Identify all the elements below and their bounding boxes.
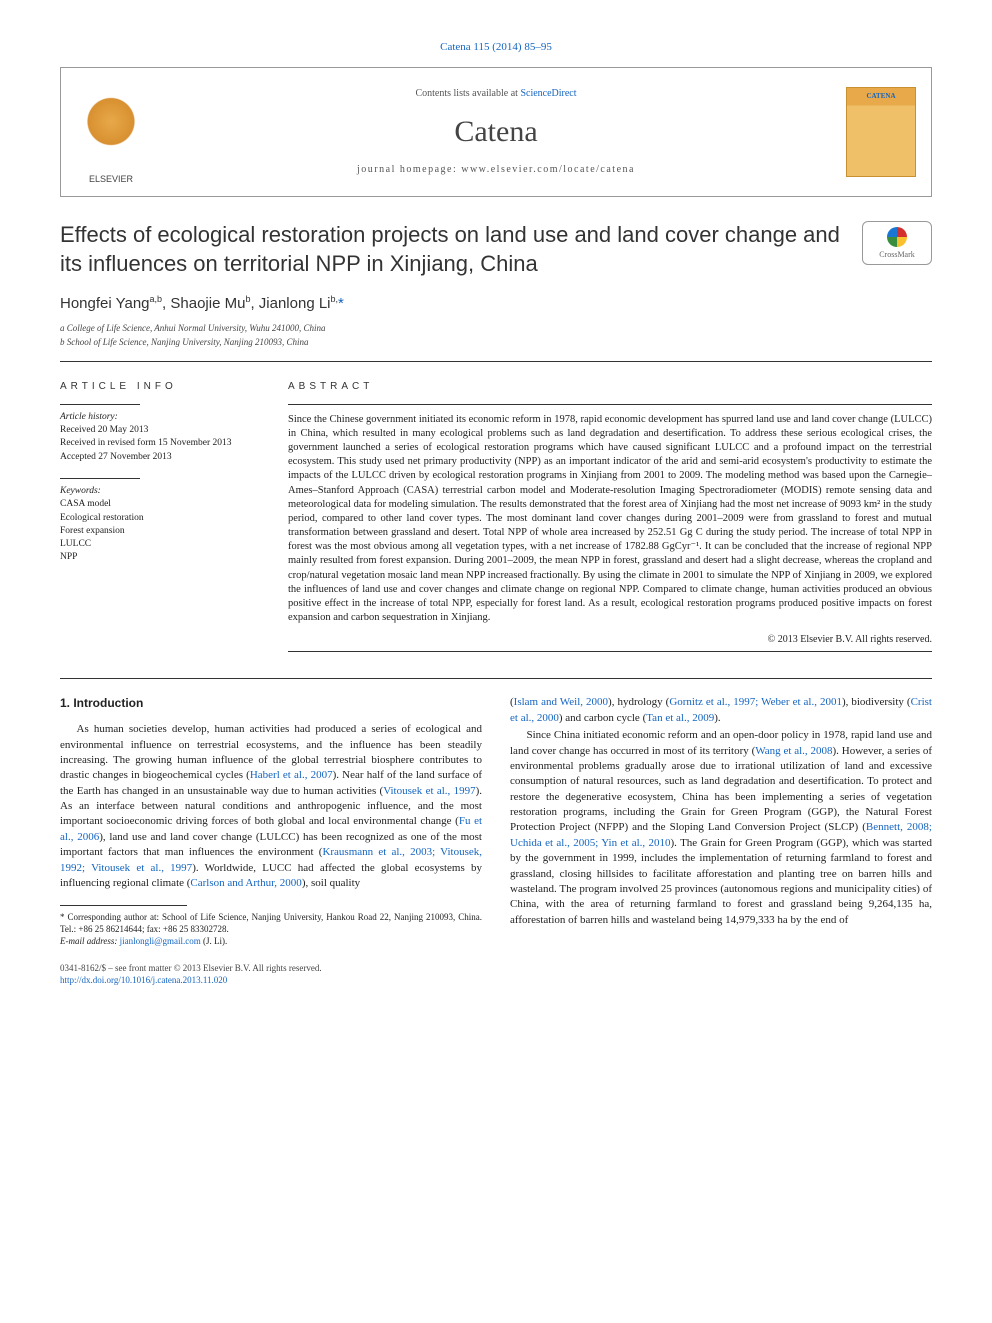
author-line: Hongfei Yanga,b, Shaojie Mub, Jianlong L… <box>60 293 932 314</box>
body-paragraph: As human societies develop, human activi… <box>60 722 482 891</box>
keyword: NPP <box>60 552 77 562</box>
history-label: Article history: <box>60 412 118 422</box>
running-citation: Catena 115 (2014) 85–95 <box>60 40 932 55</box>
journal-cover-right: CATENA <box>831 68 931 196</box>
article-info-column: article info Article history: Received 2… <box>60 380 260 661</box>
affil-b: b School of Life Science, Nanjing Univer… <box>60 336 932 349</box>
author-3-affil: b, <box>331 294 339 304</box>
keyword: Forest expansion <box>60 526 125 536</box>
paper-title: Effects of ecological restoration projec… <box>60 221 846 278</box>
keyword: LULCC <box>60 539 91 549</box>
keywords-block: Keywords: CASA model Ecological restorat… <box>60 485 260 565</box>
body-col-left: 1. Introduction As human societies devel… <box>60 695 482 986</box>
text-run: ), biodiversity ( <box>842 696 911 708</box>
body-paragraph: Since China initiated economic reform an… <box>510 728 932 928</box>
author-2: , Shaojie Mu <box>162 295 245 312</box>
publisher-logo-left <box>61 68 161 196</box>
body-columns: 1. Introduction As human societies devel… <box>60 695 932 986</box>
ref-link[interactable]: Vitousek et al., 1997 <box>383 785 475 797</box>
sciencedirect-link[interactable]: ScienceDirect <box>520 88 576 99</box>
text-run: ). The Grain for Green Program (GGP), wh… <box>510 837 932 926</box>
journal-cover: CATENA <box>846 87 916 177</box>
journal-homepage: journal homepage: www.elsevier.com/locat… <box>357 163 635 177</box>
ref-link[interactable]: Tan et al., 2009 <box>646 712 714 724</box>
revised-date: Received in revised form 15 November 201… <box>60 438 231 448</box>
keywords-label: Keywords: <box>60 486 101 496</box>
journal-header: Contents lists available at ScienceDirec… <box>60 67 932 197</box>
journal-name: Catena <box>454 111 537 153</box>
abstract-column: abstract Since the Chinese government in… <box>288 380 932 661</box>
author-1-affil: a,b <box>150 294 163 304</box>
affiliations: a College of Life Science, Anhui Normal … <box>60 322 932 349</box>
text-run: ), soil quality <box>302 877 360 889</box>
doi-link[interactable]: http://dx.doi.org/10.1016/j.catena.2013.… <box>60 975 227 985</box>
author-3: , Jianlong Li <box>250 295 330 312</box>
abstract-copyright: © 2013 Elsevier B.V. All rights reserved… <box>288 633 932 647</box>
ref-link[interactable]: Wang et al., 2008 <box>755 745 832 757</box>
received-date: Received 20 May 2013 <box>60 425 148 435</box>
text-run: ), hydrology ( <box>608 696 669 708</box>
corresponding-star[interactable]: * <box>338 295 344 312</box>
email-label: E-mail address: <box>60 936 120 946</box>
ref-link[interactable]: Carlson and Arthur, 2000 <box>190 877 301 889</box>
text-run: ). <box>714 712 720 724</box>
corresponding-note: * Corresponding author at: School of Lif… <box>60 912 482 935</box>
section-heading: 1. Introduction <box>60 695 482 712</box>
author-1: Hongfei Yang <box>60 295 150 312</box>
body-paragraph: (Islam and Weil, 2000), hydrology (Gorni… <box>510 695 932 726</box>
footnotes: * Corresponding author at: School of Lif… <box>60 912 482 947</box>
email-suffix: (J. Li). <box>201 936 228 946</box>
bottom-matter: 0341-8162/$ – see front matter © 2013 El… <box>60 962 482 987</box>
crossmark-icon <box>887 227 907 247</box>
body-col-right: (Islam and Weil, 2000), hydrology (Gorni… <box>510 695 932 986</box>
text-run: ) and carbon cycle ( <box>559 712 646 724</box>
keyword: CASA model <box>60 499 111 509</box>
crossmark-badge[interactable]: CrossMark <box>862 221 932 265</box>
email-note: E-mail address: jianlongli@gmail.com (J.… <box>60 936 482 948</box>
section-divider <box>60 678 932 679</box>
article-info-heading: article info <box>60 380 260 394</box>
crossmark-label: CrossMark <box>879 249 915 260</box>
ref-link[interactable]: Islam and Weil, 2000 <box>514 696 608 708</box>
footnote-divider <box>60 905 187 906</box>
abstract-text: Since the Chinese government initiated i… <box>288 413 932 626</box>
front-matter-line: 0341-8162/$ – see front matter © 2013 El… <box>60 962 482 975</box>
ref-link[interactable]: Gornitz et al., 1997; Weber et al., 2001 <box>669 696 842 708</box>
affil-a: a College of Life Science, Anhui Normal … <box>60 322 932 335</box>
accepted-date: Accepted 27 November 2013 <box>60 452 172 462</box>
divider <box>60 361 932 362</box>
email-link[interactable]: jianlongli@gmail.com <box>120 936 201 946</box>
ref-link[interactable]: Haberl et al., 2007 <box>250 769 333 781</box>
abstract-heading: abstract <box>288 380 932 394</box>
header-center: Contents lists available at ScienceDirec… <box>161 68 831 196</box>
citation-link[interactable]: Catena 115 (2014) 85–95 <box>440 41 552 53</box>
keyword: Ecological restoration <box>60 513 144 523</box>
contents-line: Contents lists available at ScienceDirec… <box>415 87 576 101</box>
elsevier-logo <box>76 97 146 167</box>
contents-prefix: Contents lists available at <box>415 88 520 99</box>
article-history: Article history: Received 20 May 2013 Re… <box>60 411 260 464</box>
